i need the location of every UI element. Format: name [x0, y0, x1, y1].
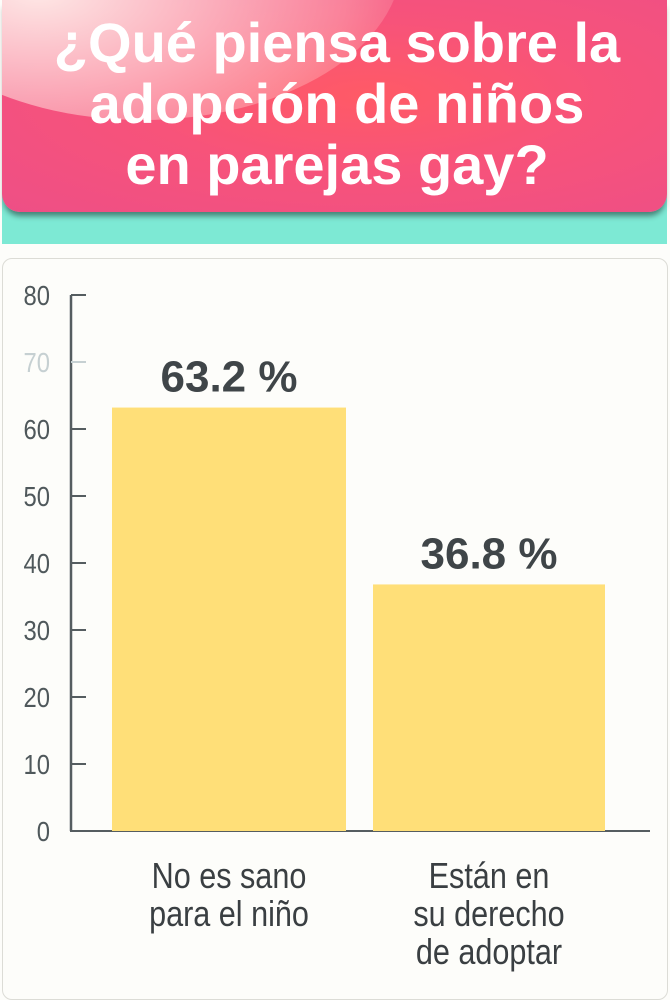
x-category-label: para el niño — [149, 895, 309, 935]
y-tick-label: 80 — [24, 279, 50, 311]
bar — [112, 407, 346, 831]
y-tick-label: 10 — [24, 748, 50, 780]
x-category-label: de adoptar — [416, 933, 562, 973]
title-line: adopción de niños — [89, 72, 585, 135]
y-tick-label: 70 — [24, 346, 50, 378]
x-category-label: No es sano — [152, 857, 307, 897]
title-line: en parejas gay? — [125, 133, 549, 196]
y-tick-label: 0 — [37, 815, 50, 847]
title-line: ¿Qué piensa sobre la — [53, 11, 621, 74]
data-label: 36.8 % — [421, 529, 558, 578]
x-category-label: Están en — [429, 857, 550, 897]
title-banner: ¿Qué piensa sobre la adopción de niños e… — [2, 0, 667, 212]
bar — [373, 584, 605, 831]
chart-title: ¿Qué piensa sobre la adopción de niños e… — [2, 12, 667, 195]
x-category-label: su derecho — [413, 895, 564, 935]
y-tick-label: 20 — [24, 681, 50, 713]
y-tick-label: 40 — [24, 547, 50, 579]
y-tick-label: 30 — [24, 614, 50, 646]
y-tick-label: 50 — [24, 480, 50, 512]
data-label: 63.2 % — [161, 353, 298, 402]
y-tick-label: 60 — [24, 413, 50, 445]
